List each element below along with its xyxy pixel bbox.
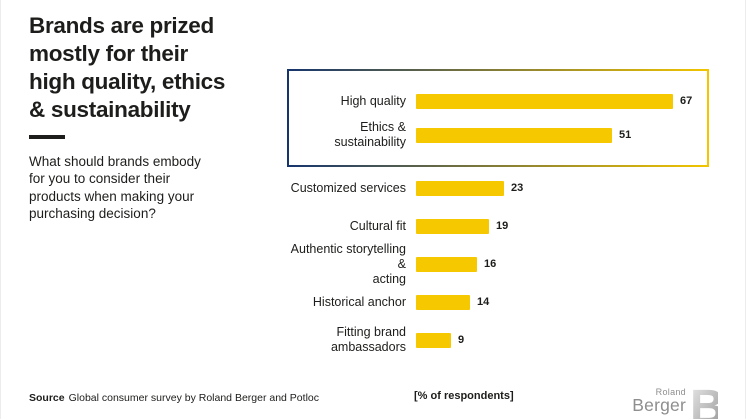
value-label: 23 xyxy=(511,182,524,194)
page-title: Brands are prized mostly for their high … xyxy=(29,13,226,122)
bar xyxy=(416,294,470,310)
source-text: Global consumer survey by Roland Berger … xyxy=(68,392,319,404)
unit-note: [% of respondents] xyxy=(414,390,514,402)
left-text-column: Brands are prized mostly for their high … xyxy=(29,12,287,223)
value-label: 67 xyxy=(680,95,693,107)
value-label: 14 xyxy=(477,296,490,308)
category-label: Authentic storytelling & acting xyxy=(290,241,406,286)
category-label: Fitting brand ambassadors xyxy=(330,325,406,354)
value-label: 19 xyxy=(496,220,509,232)
roland-berger-monogram-icon: B xyxy=(690,381,725,419)
value-label: 51 xyxy=(619,129,632,141)
chart-row: High quality 67 xyxy=(287,84,737,118)
chart-row: Customized services 23 xyxy=(287,169,737,207)
source-line: Source Global consumer survey by Roland B… xyxy=(29,392,319,404)
category-label: Customized services xyxy=(290,180,406,195)
chart-rows: High quality 67 Ethics & sustainability 51 C… xyxy=(287,69,737,359)
category-label: Cultural fit xyxy=(349,218,406,233)
roland-berger-logo: Roland Berger B xyxy=(632,381,725,419)
svg-text:B: B xyxy=(690,385,718,419)
survey-question: What should brands embody for you to con… xyxy=(29,153,201,222)
bar xyxy=(416,180,504,196)
bar xyxy=(416,256,477,272)
bar xyxy=(416,218,489,234)
chart-row: Cultural fit 19 xyxy=(287,207,737,245)
source-label: Source xyxy=(29,392,65,404)
bar xyxy=(416,127,612,143)
chart-row: Ethics & sustainability 51 xyxy=(287,118,737,152)
bar-chart: High quality 67 Ethics & sustainability 51 C… xyxy=(287,69,737,359)
category-label: Ethics & sustainability xyxy=(334,120,406,149)
category-label: High quality xyxy=(340,93,406,108)
bar xyxy=(416,93,673,109)
bar xyxy=(416,332,451,348)
category-label: Historical anchor xyxy=(312,294,406,309)
chart-row: Historical anchor 14 xyxy=(287,283,737,321)
logo-wordmark: Roland Berger xyxy=(632,388,686,414)
value-label: 9 xyxy=(458,334,465,346)
title-divider xyxy=(29,134,65,139)
logo-berger-text: Berger xyxy=(632,395,686,415)
chart-row: Authentic storytelling & acting 16 xyxy=(287,242,737,286)
value-label: 16 xyxy=(484,258,497,270)
chart-row: Fitting brand ambassadors 9 xyxy=(287,321,737,359)
logo-roland-text: Roland xyxy=(655,387,686,397)
